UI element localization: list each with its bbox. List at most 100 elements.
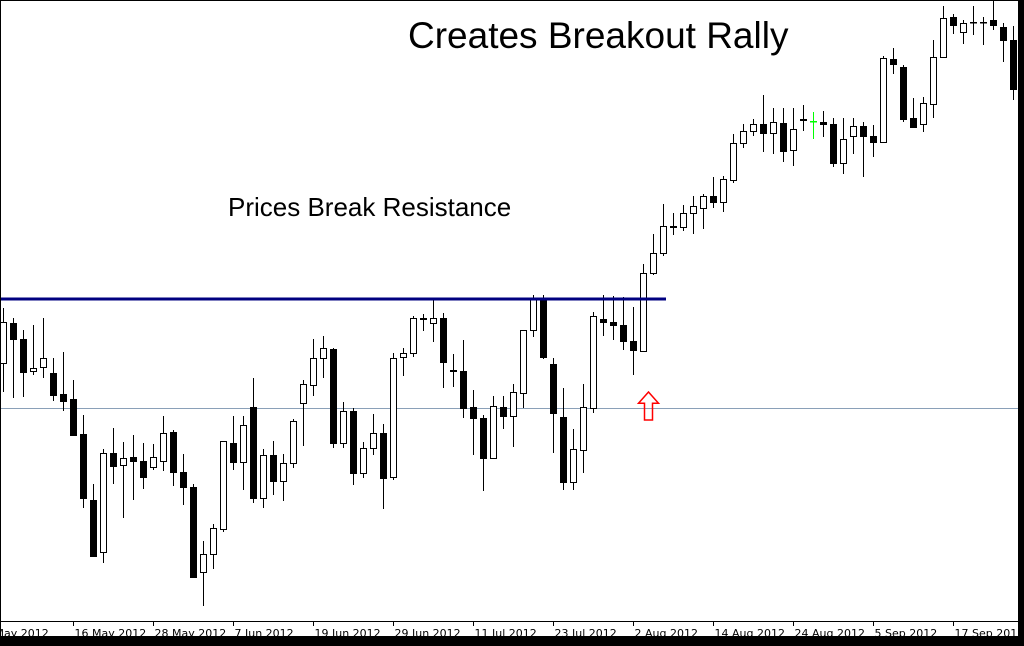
candle [30,325,37,375]
bear-candle-body [610,322,617,326]
candle [500,396,507,429]
candle [160,416,167,471]
candle [860,122,867,177]
candle [720,176,727,212]
candle [430,298,437,342]
bull-candle-body [240,425,247,463]
bull-candle-body [290,421,297,464]
candle [990,1,997,30]
candle [370,414,377,455]
bull-candle-body [970,22,977,24]
bull-candle-body [960,23,967,33]
chart-frame: May 2012 16 May 2012 28 May 2012 7 Jun 2012… [1,1,1018,636]
bear-candle-body [10,323,17,340]
bull-candle-body [1,322,7,364]
x-tick-label: 29 Jun 2012 [395,627,461,636]
candle [540,295,547,359]
candle [870,125,877,157]
annotation-prices-break-resistance: Prices Break Resistance [228,192,512,222]
bull-candle-body [320,348,327,359]
bear-candle-body [830,124,837,164]
candle [580,384,587,473]
candle [130,435,137,500]
candle [460,340,467,418]
bull-candle-body [810,121,817,123]
bull-candle-body [420,318,427,320]
candle [10,318,17,398]
bear-candle-body [140,461,147,478]
bear-candle-body [380,433,387,479]
bear-candle-body [450,370,457,372]
bull-candle-body [220,441,227,530]
candle [680,205,687,231]
candle [200,541,207,606]
bull-candle-body [430,318,437,324]
candle [20,330,27,397]
bear-candle-body [900,67,907,120]
candle [310,339,317,396]
candlestick-chart: May 2012 16 May 2012 28 May 2012 7 Jun 2012… [1,1,1018,636]
candle [300,380,307,446]
bear-candle-body [20,339,27,373]
candle [120,442,127,518]
bull-candle-body [840,139,847,164]
candle [70,380,77,436]
candle [60,352,67,411]
candle [510,384,517,447]
candle [520,330,527,408]
bear-candle-body [600,319,607,323]
candle [690,196,697,234]
bull-candle-body [700,196,707,209]
candle [440,313,447,388]
bear-candle-body [60,394,67,402]
candle [400,348,407,376]
x-tick-label: 28 May 2012 [155,627,227,636]
bull-candle-body [940,18,947,58]
bull-candle-body [800,119,807,121]
candle [610,296,617,340]
candle [170,430,177,486]
candle [270,441,277,495]
candle [900,65,907,122]
bear-candle-body [780,123,787,152]
bull-candle-body [880,58,887,143]
candle [650,234,657,275]
bull-candle-body [30,368,37,372]
bull-candle-body [580,407,587,451]
bear-candle-body [230,443,237,463]
bear-candle-body [870,136,877,143]
bull-candle-body [730,143,737,181]
candle [950,14,957,34]
bear-candle-body [990,20,997,26]
candle [560,388,567,490]
bull-candle-body [660,226,667,254]
bull-candle-body [120,458,127,466]
x-tick-label: 16 May 2012 [75,627,147,636]
bear-candle-body [500,407,507,417]
candle [480,415,487,491]
candle [600,295,607,336]
candle [970,6,977,35]
candle [450,354,457,387]
candle [640,264,647,352]
candle [250,378,257,503]
bull-candle-body [790,129,797,151]
bull-candle-body [740,131,747,144]
candle [320,336,327,378]
candle [710,177,717,208]
candle [380,424,387,509]
candle [910,98,917,128]
candle [810,112,817,139]
candle [280,454,287,501]
bull-candle-body [570,449,577,483]
candle [340,402,347,448]
candle [330,348,337,448]
bull-candle-body [680,213,687,228]
bull-candle-body [280,463,287,482]
bear-candle-body [50,373,57,396]
bear-candle-body [710,196,717,203]
bear-candle-body [540,298,547,358]
bull-candle-body [530,298,537,331]
bull-candle-body [150,457,157,468]
x-tick-label: 24 Aug 2012 [795,627,865,636]
